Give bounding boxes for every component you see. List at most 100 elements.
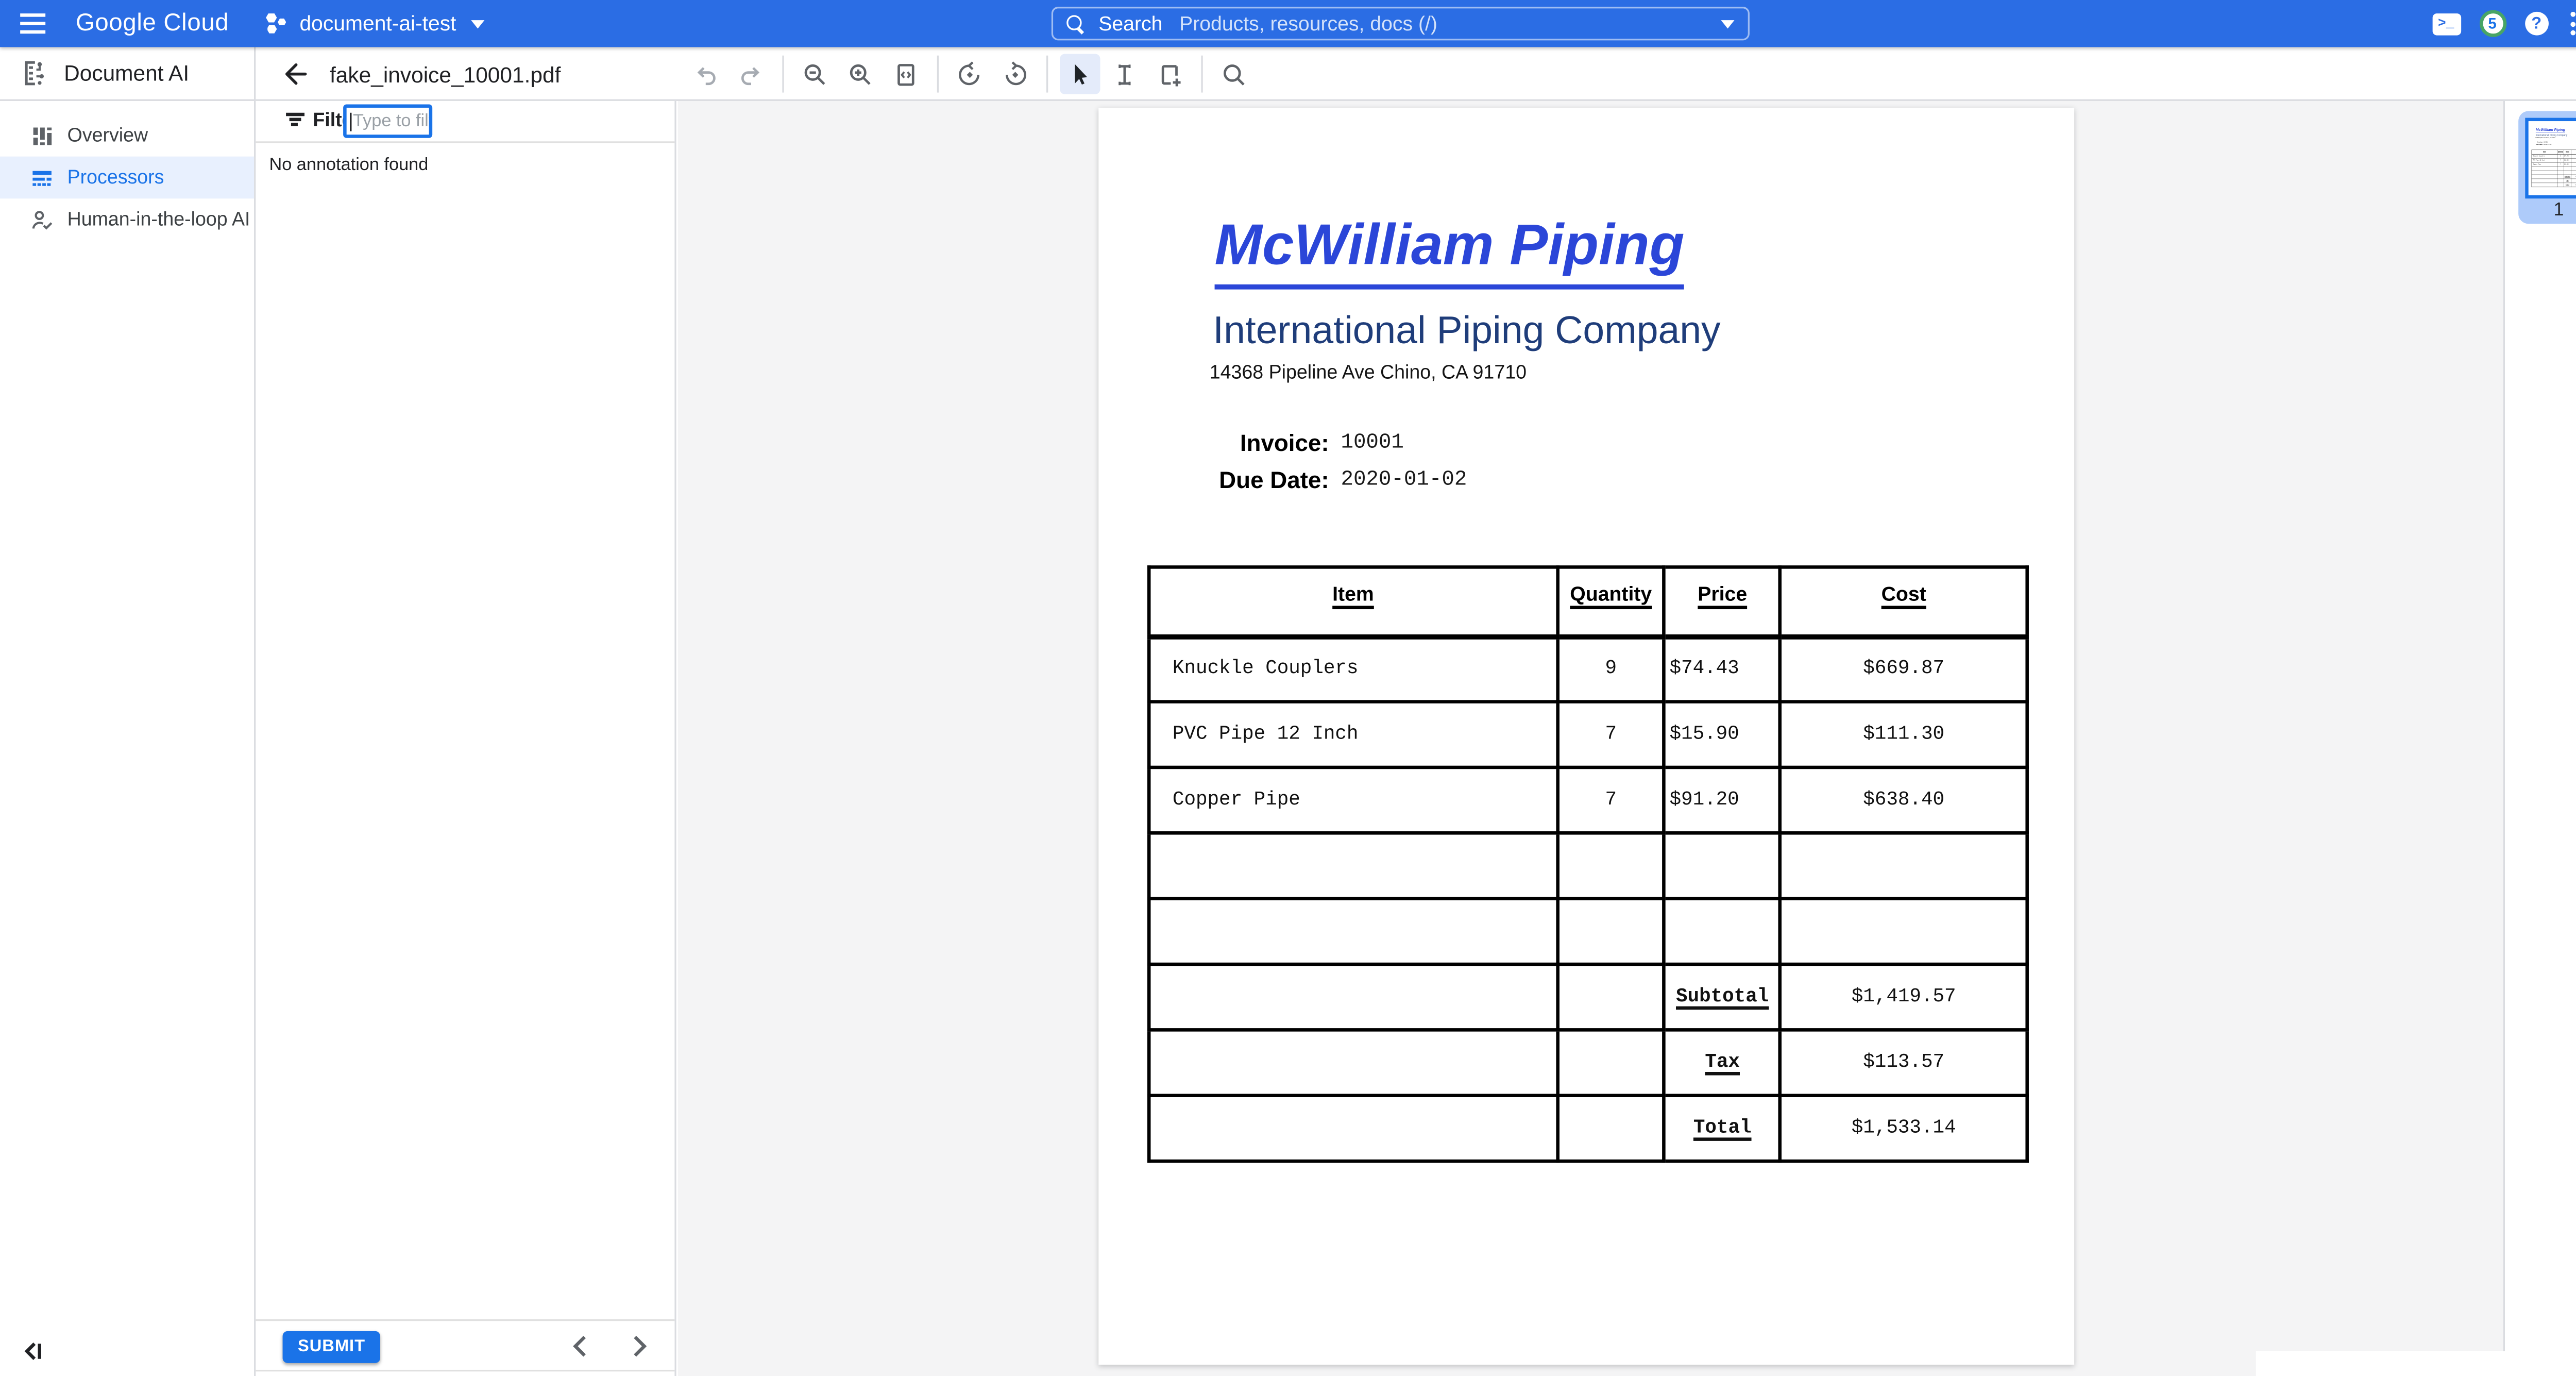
invoice-table-cell: $638.40 xyxy=(1778,765,2029,835)
pdf-toolbar xyxy=(683,47,1257,100)
invoice-table-cell: $91.20 xyxy=(2564,162,2571,167)
sidebar-item-overview[interactable]: Overview xyxy=(0,114,254,157)
invoice-number-label: Invoice: xyxy=(2537,141,2543,143)
text-caret xyxy=(350,112,351,131)
invoice-table-cell: $111.30 xyxy=(2571,158,2576,163)
submit-button[interactable]: SUBMIT xyxy=(282,1331,381,1363)
invoice-table-cell: 9 xyxy=(1555,634,1666,703)
invoice-table-header: Quantity xyxy=(1555,565,1666,639)
back-button[interactable] xyxy=(279,59,310,89)
invoice-table-cell: Subtotal xyxy=(2564,174,2571,179)
invoice-table-cell xyxy=(1555,831,1666,900)
search-input[interactable]: Search Products, resources, docs (/) xyxy=(1051,7,1750,41)
person-check-icon xyxy=(32,210,53,229)
document-ai-logo-icon xyxy=(25,61,44,86)
search-label: Search xyxy=(1098,11,1163,36)
invoice-table-row: Total$1,533.14 xyxy=(1147,1094,2029,1163)
sidebar-item-label: Human-in-the-loop AI xyxy=(67,209,250,230)
invoice-table-cell: PVC Pipe 12 Inch xyxy=(1147,700,1560,769)
thumbnail-rail: McWilliam Piping International Piping Co… xyxy=(2503,100,2576,1376)
invoice-subtitle: International Piping Company xyxy=(2535,133,2568,137)
invoice-table-header: Cost xyxy=(1778,565,2029,639)
filter-input[interactable]: Type to filter xyxy=(343,104,433,138)
sidebar-item-hitl[interactable]: Human-in-the-loop AI xyxy=(0,198,254,241)
fit-page-button[interactable] xyxy=(886,54,926,94)
text-select-button[interactable] xyxy=(1105,54,1145,94)
annotation-panel: Filter Type to filter No annotation foun… xyxy=(256,100,676,1376)
project-picker[interactable]: document-ai-test xyxy=(266,12,485,36)
hamburger-menu-icon[interactable] xyxy=(17,0,61,47)
zoom-in-button[interactable] xyxy=(840,54,880,94)
invoice-table-row: Tax$113.57 xyxy=(2531,178,2576,183)
invoice-table-cell xyxy=(2564,170,2571,175)
invoice-table-cell xyxy=(1555,1094,1666,1163)
invoice-number-value: 10001 xyxy=(1341,430,1404,455)
next-page-button[interactable] xyxy=(628,1328,651,1365)
add-region-button[interactable] xyxy=(1150,54,1190,94)
invoice-table-cell xyxy=(1663,831,1782,900)
invoice-table-cell xyxy=(1147,962,1560,1032)
document-header: fake_invoice_10001.pdf xyxy=(0,47,2576,101)
invoice-table-cell xyxy=(2557,170,2564,175)
invoice-table-cell: Copper Pipe xyxy=(2531,162,2557,167)
rotate-ccw-button[interactable] xyxy=(950,54,990,94)
invoice-table-cell: Total xyxy=(1663,1094,1782,1163)
search-placeholder: Products, resources, docs (/) xyxy=(1179,11,1437,36)
rotate-cw-button[interactable] xyxy=(995,54,1035,94)
invoice-table-row: Tax$113.57 xyxy=(1147,1028,2029,1097)
select-cursor-button[interactable] xyxy=(1059,54,1099,94)
document-viewer: McWilliam Piping International Piping Co… xyxy=(677,100,2503,1376)
more-options-icon[interactable] xyxy=(2567,9,2576,39)
empty-annotation-message: No annotation found xyxy=(269,155,429,175)
due-date-label: Due Date: xyxy=(1219,466,1329,493)
invoice-table-header: Item xyxy=(1147,565,1560,639)
invoice-company-title: McWilliam Piping xyxy=(1214,214,1685,290)
invoice-table-cell: Knuckle Couplers xyxy=(1147,634,1560,703)
invoice-number-value: 10001 xyxy=(2544,141,2548,143)
invoice-table-row: Subtotal$1,419.57 xyxy=(1147,962,2029,1032)
page-thumbnail[interactable]: McWilliam Piping International Piping Co… xyxy=(2518,111,2576,224)
filter-placeholder: Type to filter xyxy=(353,111,429,131)
invoice-table-cell xyxy=(1555,897,1666,966)
sidebar-item-label: Overview xyxy=(67,125,148,146)
sidebar-item-processors[interactable]: Processors xyxy=(0,156,255,199)
page-thumbnail-number: 1 xyxy=(2553,200,2564,221)
invoice-table-cell: 7 xyxy=(2557,162,2564,167)
previous-page-button[interactable] xyxy=(567,1328,590,1365)
notifications-button[interactable]: 5 xyxy=(2479,10,2506,37)
google-cloud-logo: Google Cloud xyxy=(75,10,229,37)
project-caret-icon xyxy=(471,19,485,28)
invoice-fields: Invoice: 10001 Due Date: 2020-01-02 xyxy=(2529,141,2560,146)
invoice-table-cell xyxy=(2531,174,2557,179)
search-document-button[interactable] xyxy=(1214,54,1254,94)
invoice-table-cell xyxy=(1555,1028,1666,1097)
due-date-value: 2020-01-02 xyxy=(1341,467,1467,492)
help-button[interactable]: ? xyxy=(2524,11,2549,36)
invoice-subtitle: International Piping Company xyxy=(1213,308,1721,352)
zoom-out-button[interactable] xyxy=(795,54,835,94)
invoice-table-cell xyxy=(1663,897,1782,966)
invoice-table-row xyxy=(2531,166,2576,171)
undo-button[interactable] xyxy=(686,54,726,94)
invoice-page: McWilliam Piping International Piping Co… xyxy=(2528,121,2576,195)
invoice-table-cell: PVC Pipe 12 Inch xyxy=(2531,158,2557,163)
invoice-table-cell xyxy=(2557,178,2564,183)
redo-button[interactable] xyxy=(731,54,771,94)
filter-row: Filter Type to filter xyxy=(256,101,675,143)
invoice-table-cell: $91.20 xyxy=(1663,765,1782,835)
collapse-panel-icon[interactable] xyxy=(20,1339,47,1363)
cloud-shell-button[interactable]: >_ xyxy=(2432,12,2461,35)
invoice-table-cell xyxy=(2531,166,2557,171)
invoice-table-header: Price xyxy=(2564,149,2571,155)
invoice-table-cell xyxy=(1147,897,1560,966)
invoice-table-cell xyxy=(2571,166,2576,171)
invoice-table-cell xyxy=(1147,1028,1560,1097)
invoice-fields: Invoice: 10001 Due Date: 2020-01-02 xyxy=(1098,429,1603,504)
invoice-table-row: Total$1,533.14 xyxy=(2531,182,2576,188)
invoice-company-title: McWilliam Piping xyxy=(2535,127,2565,133)
